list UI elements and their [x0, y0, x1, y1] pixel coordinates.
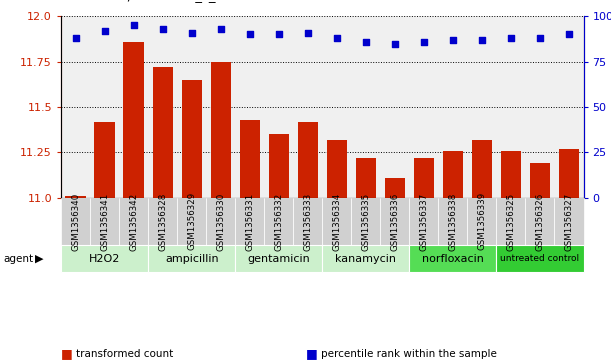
Bar: [559, 149, 579, 198]
Text: GSM1356340: GSM1356340: [71, 192, 80, 250]
Point: [477, 37, 487, 43]
Text: ▶: ▶: [35, 254, 44, 264]
Bar: [356, 158, 376, 198]
Text: ■: ■: [61, 347, 73, 360]
Point: [158, 26, 167, 32]
Text: ■: ■: [306, 347, 317, 360]
Point: [564, 32, 574, 37]
Bar: [327, 140, 347, 198]
Point: [216, 26, 225, 32]
Text: GDS5160 / 1766404_s_at: GDS5160 / 1766404_s_at: [61, 0, 229, 2]
Text: percentile rank within the sample: percentile rank within the sample: [321, 349, 497, 359]
Text: transformed count: transformed count: [76, 349, 174, 359]
Text: GSM1356327: GSM1356327: [565, 192, 574, 250]
Bar: [211, 62, 231, 198]
Text: norfloxacin: norfloxacin: [422, 254, 484, 264]
Bar: [269, 134, 289, 198]
Point: [332, 35, 342, 41]
Point: [303, 30, 313, 36]
Point: [448, 37, 458, 43]
Text: ampicillin: ampicillin: [165, 254, 219, 264]
Text: kanamycin: kanamycin: [335, 254, 397, 264]
Bar: [530, 163, 550, 198]
Text: GSM1356328: GSM1356328: [158, 192, 167, 250]
Text: gentamicin: gentamicin: [247, 254, 310, 264]
Text: GSM1356331: GSM1356331: [245, 192, 254, 250]
Text: GSM1356333: GSM1356333: [303, 192, 312, 250]
Point: [129, 23, 139, 28]
Text: GSM1356326: GSM1356326: [535, 192, 544, 250]
Point: [361, 39, 371, 45]
Point: [419, 39, 429, 45]
Text: GSM1356342: GSM1356342: [129, 192, 138, 250]
Bar: [501, 151, 521, 198]
Text: GSM1356334: GSM1356334: [332, 192, 342, 250]
Bar: [298, 122, 318, 198]
Bar: [385, 178, 405, 198]
Point: [245, 32, 255, 37]
Point: [71, 35, 81, 41]
Text: GSM1356332: GSM1356332: [274, 192, 284, 250]
Text: untreated control: untreated control: [500, 254, 580, 263]
Bar: [123, 42, 144, 198]
Text: agent: agent: [3, 254, 33, 264]
Text: GSM1356341: GSM1356341: [100, 192, 109, 250]
Bar: [414, 158, 434, 198]
Text: GSM1356336: GSM1356336: [390, 192, 400, 250]
Point: [506, 35, 516, 41]
Text: GSM1356337: GSM1356337: [419, 192, 428, 250]
Bar: [95, 122, 115, 198]
Text: GSM1356339: GSM1356339: [477, 192, 486, 250]
Text: GSM1356338: GSM1356338: [448, 192, 458, 250]
Point: [100, 28, 109, 34]
Text: GSM1356335: GSM1356335: [361, 192, 370, 250]
Point: [390, 41, 400, 46]
Bar: [443, 151, 463, 198]
Point: [274, 32, 284, 37]
Bar: [181, 80, 202, 198]
Point: [535, 35, 545, 41]
Bar: [472, 140, 492, 198]
Point: [187, 30, 197, 36]
Bar: [240, 120, 260, 198]
Text: H2O2: H2O2: [89, 254, 120, 264]
Bar: [65, 196, 86, 198]
Text: GSM1356329: GSM1356329: [187, 192, 196, 250]
Text: GSM1356325: GSM1356325: [507, 192, 516, 250]
Bar: [153, 67, 173, 198]
Text: GSM1356330: GSM1356330: [216, 192, 225, 250]
